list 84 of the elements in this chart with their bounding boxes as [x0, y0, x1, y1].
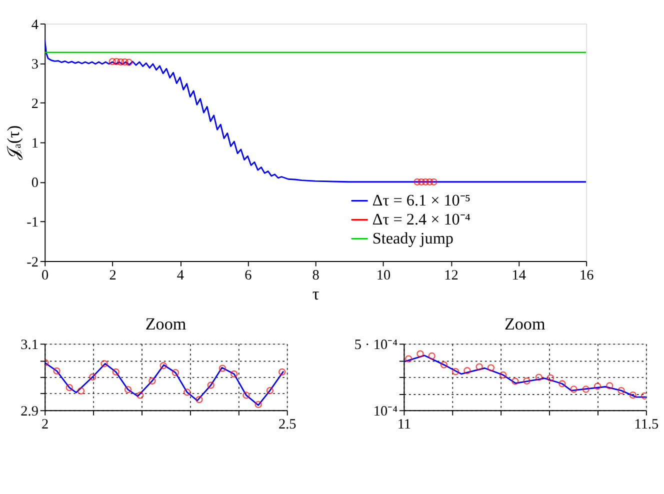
point — [112, 58, 120, 66]
x-tick-label: 0 — [42, 268, 49, 284]
point — [136, 392, 144, 399]
point — [254, 400, 262, 408]
line-series — [44, 362, 284, 406]
point — [618, 387, 625, 394]
y-tick-label: 3.1 — [20, 336, 38, 353]
x-tick-label: 4 — [176, 268, 184, 284]
point — [487, 364, 494, 372]
legend-label: Δτ = 6.1 × 10⁻⁵ — [372, 192, 470, 210]
y-tick-label: 1 — [31, 136, 38, 152]
point — [117, 58, 124, 66]
point — [100, 360, 108, 368]
point — [430, 178, 438, 186]
point — [172, 369, 180, 376]
x-tick-label: 11.5 — [634, 416, 659, 433]
point — [452, 368, 460, 376]
chart-title: Zoom — [145, 314, 187, 334]
point — [148, 377, 156, 384]
x-tick-label: 2 — [109, 268, 116, 284]
x-tick-label: 2 — [42, 416, 49, 433]
point — [121, 58, 128, 66]
x-tick-label: 10 — [376, 268, 391, 284]
point — [558, 380, 566, 388]
point — [523, 377, 530, 384]
x-axis-title: τ — [312, 284, 320, 304]
point — [207, 382, 214, 389]
line-series — [404, 354, 646, 398]
point — [77, 387, 85, 394]
y-tick-label: 0 — [31, 175, 38, 192]
point — [629, 391, 636, 399]
x-tick-label: 11 — [397, 416, 412, 433]
legend-label: Δτ = 2.4 × 10⁻⁴ — [372, 211, 471, 228]
point — [112, 368, 120, 376]
y-tick-label: -2 — [26, 254, 38, 270]
point — [414, 178, 421, 186]
point — [160, 362, 167, 370]
point — [266, 387, 274, 394]
point — [66, 384, 73, 392]
point — [512, 378, 519, 385]
point — [196, 396, 203, 404]
point — [89, 373, 96, 381]
y-tick-label: 4 — [31, 16, 38, 33]
y-tick-label: -1 — [26, 214, 38, 231]
line-series — [44, 38, 586, 183]
point — [426, 178, 434, 186]
point — [422, 178, 430, 186]
x-tick-label: 14 — [512, 268, 526, 284]
point — [440, 361, 448, 368]
point — [594, 382, 602, 390]
y-tick-label: 2 — [31, 96, 38, 112]
x-tick-label: 12 — [444, 268, 458, 284]
point — [125, 58, 132, 66]
point — [418, 178, 425, 186]
point — [230, 370, 238, 378]
legend-label: Steady jump — [372, 230, 454, 248]
point — [535, 374, 542, 381]
point — [570, 386, 578, 393]
y-tick-label: 2.9 — [20, 403, 38, 420]
point — [124, 386, 132, 394]
x-tick-label: 16 — [579, 268, 594, 284]
point — [464, 367, 471, 374]
point — [416, 350, 424, 358]
point — [108, 58, 116, 66]
point — [499, 371, 507, 379]
point — [606, 382, 614, 390]
x-tick-label: 8 — [312, 268, 320, 284]
point — [218, 364, 226, 372]
x-tick-label: 6 — [244, 268, 252, 284]
point — [53, 367, 60, 375]
point — [476, 363, 483, 370]
point — [278, 368, 286, 376]
point — [428, 352, 436, 360]
chart-title: Zoom — [504, 314, 546, 334]
point — [184, 388, 191, 396]
y-tick-label: 5 · 10⁻⁴ — [354, 336, 398, 353]
x-tick-label: 2.5 — [278, 416, 296, 433]
point — [404, 355, 412, 362]
y-tick-label: 10⁻⁴ — [373, 403, 398, 420]
y-tick-label: 3 — [31, 56, 38, 72]
point — [242, 392, 250, 399]
y-axis-title: 𝒥ₐ(τ) — [4, 125, 24, 160]
point — [582, 386, 590, 393]
point — [546, 374, 554, 382]
